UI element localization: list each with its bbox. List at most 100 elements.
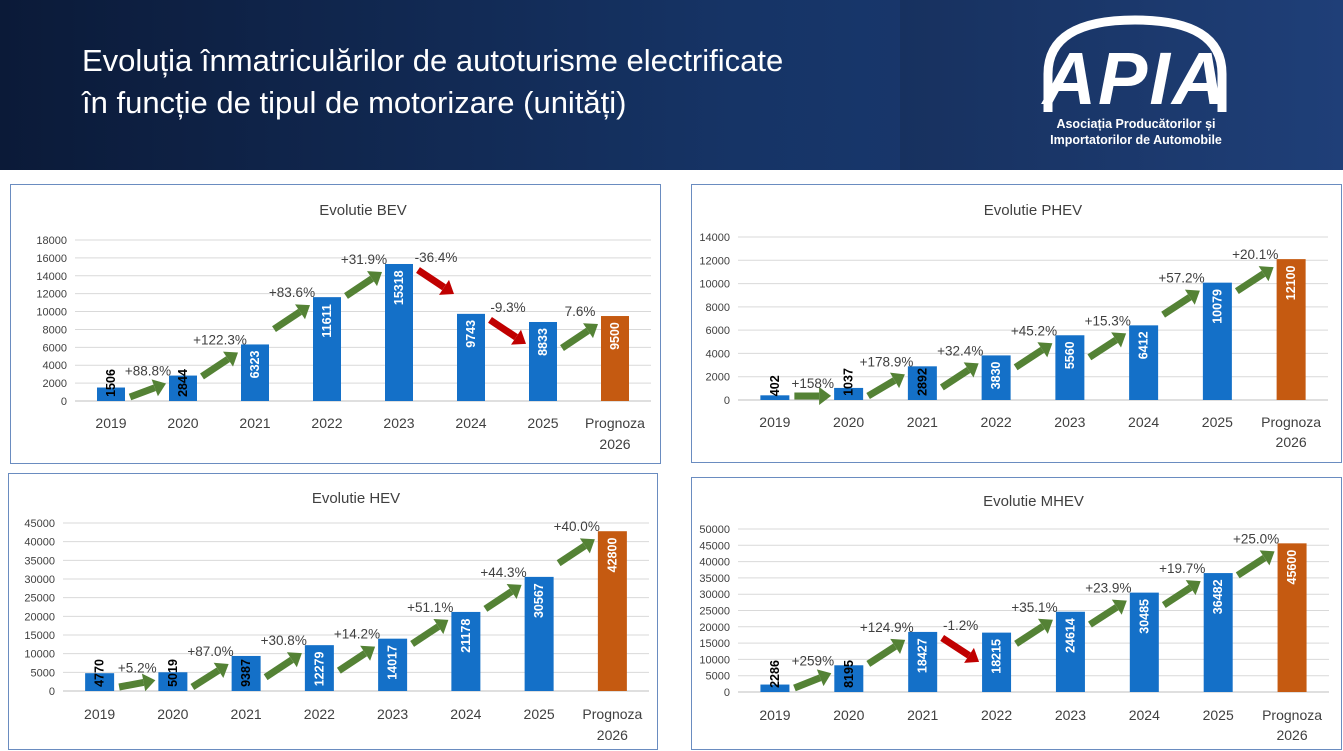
change-label: +122.3% (193, 332, 247, 347)
change-label: +35.1% (1011, 600, 1057, 615)
change-label: +87.0% (187, 644, 233, 659)
arrow-down-icon (418, 270, 444, 287)
y-tick-label: 10000 (699, 279, 730, 291)
data-label: 8833 (536, 328, 550, 356)
y-tick-label: 14000 (699, 232, 730, 244)
data-label: 18215 (990, 639, 1004, 674)
y-tick-label: 45000 (24, 518, 55, 530)
data-label: 5019 (166, 659, 180, 687)
logo-text: APIA (1041, 37, 1228, 116)
y-tick-label: 35000 (699, 573, 730, 585)
arrow-up-icon (485, 592, 511, 609)
chart-title: Evolutie BEV (319, 202, 407, 219)
arrow-up-icon (1016, 350, 1043, 367)
y-tick-label: 18000 (36, 235, 67, 247)
arrow-up-icon (1090, 607, 1117, 624)
y-tick-label: 8000 (43, 324, 67, 336)
y-tick-label: 10000 (24, 649, 55, 661)
y-tick-label: 15000 (24, 630, 55, 642)
data-label: 24614 (1063, 618, 1077, 653)
change-label: +40.0% (554, 519, 600, 534)
y-tick-label: 5000 (706, 671, 730, 683)
data-label: 14017 (386, 645, 400, 680)
change-label: -36.4% (415, 250, 458, 265)
x-tick-label: 2024 (455, 415, 486, 431)
data-label: 36482 (1211, 579, 1225, 614)
x-tick-label: 2023 (1054, 414, 1085, 430)
x-tick-label: 2020 (167, 415, 198, 431)
x-tick-label: 2023 (1055, 707, 1086, 723)
x-tick-label: 2025 (1203, 707, 1234, 723)
data-label: 2844 (176, 369, 190, 397)
x-tick-label: Prognoza (585, 415, 645, 431)
logo-caption-line-2: Importatorilor de Automobile (1005, 132, 1267, 148)
data-label: 4770 (93, 659, 107, 687)
y-tick-label: 14000 (36, 271, 67, 283)
arrow-up-icon (130, 388, 155, 397)
data-label: 1037 (842, 368, 856, 396)
data-label: 9387 (239, 659, 253, 687)
x-tick-label: 2019 (95, 415, 126, 431)
y-tick-label: 20000 (699, 622, 730, 634)
change-label: +25.0% (1233, 531, 1279, 546)
y-tick-label: 8000 (706, 302, 730, 314)
y-tick-label: 12000 (699, 255, 730, 267)
y-tick-label: 45000 (699, 540, 730, 552)
change-label: +45.2% (1011, 323, 1057, 338)
x-tick-label: 2024 (450, 706, 481, 722)
arrow-up-icon (1238, 558, 1265, 575)
x-tick-label: 2022 (981, 414, 1012, 430)
y-tick-label: 0 (724, 395, 730, 407)
change-label: -1.2% (943, 618, 978, 633)
y-tick-label: 2000 (43, 378, 67, 390)
x-tick-label-line-2: 2026 (1276, 727, 1307, 743)
x-tick-label-line-2: 2026 (599, 436, 630, 452)
change-label: +44.3% (480, 565, 526, 580)
change-label: +5.2% (118, 660, 157, 675)
x-tick-label: 2021 (231, 706, 262, 722)
arrow-up-icon (868, 380, 894, 396)
y-tick-label: 16000 (36, 253, 67, 265)
arrow-up-icon (868, 646, 895, 663)
x-tick-label-line-2: 2026 (597, 727, 628, 743)
data-label: 12279 (312, 651, 326, 686)
chart-title: Evolutie MHEV (983, 493, 1084, 510)
data-label: 6323 (248, 350, 262, 378)
data-label: 11611 (320, 304, 334, 337)
x-tick-label-line-2: 2026 (1276, 434, 1307, 450)
page-title: Evoluția înmatriculărilor de autoturisme… (82, 40, 882, 124)
change-label: -9.3% (490, 300, 525, 315)
data-label: 5560 (1063, 341, 1077, 369)
arrow-up-icon (794, 678, 820, 688)
chart-svg: Evolutie PHEV020004000600080001000012000… (692, 185, 1343, 464)
y-tick-label: 50000 (699, 524, 730, 536)
change-label: +20.1% (1232, 247, 1278, 262)
y-tick-label: 6000 (43, 342, 67, 354)
change-label: +51.1% (407, 600, 453, 615)
y-tick-label: 40000 (24, 537, 55, 549)
data-label: 45600 (1285, 550, 1299, 585)
change-label: +83.6% (269, 285, 315, 300)
arrow-up-icon (942, 370, 969, 387)
y-tick-label: 0 (724, 687, 730, 699)
change-label: +19.7% (1159, 561, 1205, 576)
arrow-up-icon (562, 331, 588, 348)
y-tick-label: 40000 (699, 557, 730, 569)
x-tick-label: 2020 (157, 706, 188, 722)
x-tick-label: 2024 (1128, 414, 1159, 430)
arrow-up-icon (1016, 626, 1043, 643)
data-label: 1506 (104, 369, 118, 397)
change-label: +124.9% (860, 620, 914, 635)
chart-svg: Evolutie MHEV050001000015000200002500030… (692, 478, 1343, 751)
chart-title: Evolutie HEV (312, 490, 400, 507)
data-label: 402 (768, 375, 782, 396)
x-tick-label: 2021 (907, 707, 938, 723)
change-label: +259% (792, 653, 834, 668)
y-tick-label: 15000 (699, 638, 730, 650)
data-label: 30485 (1137, 599, 1151, 634)
change-label: +15.3% (1085, 313, 1131, 328)
y-tick-label: 6000 (706, 325, 730, 337)
